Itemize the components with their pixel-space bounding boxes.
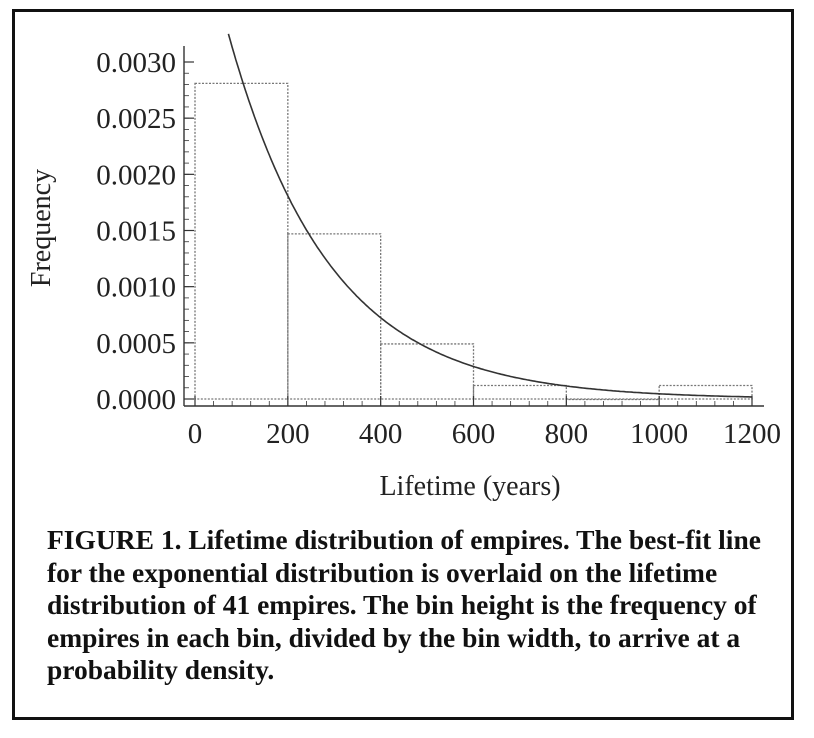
y-tick-label: 0.0025 xyxy=(96,103,176,135)
y-ticks: 0.0000 0.0005 0.0010 0.0015 0.0020 0.0025 0.00… xyxy=(96,47,194,416)
histogram-bar xyxy=(287,233,382,400)
histogram-bars xyxy=(194,82,753,401)
x-tick-label: 1200 xyxy=(723,418,781,450)
histogram-bar xyxy=(565,398,660,401)
x-tick-label: 0 xyxy=(188,418,203,450)
x-tick-label: 1000 xyxy=(630,418,688,450)
figure-caption: FIGURE 1. Lifetime distribution of empir… xyxy=(47,524,761,685)
exponential-fit-curve xyxy=(227,33,752,398)
y-tick-label: 0.0020 xyxy=(96,159,176,191)
figure-frame xyxy=(12,9,794,720)
x-tick-label: 800 xyxy=(545,418,589,450)
y-tick-label: 0.0030 xyxy=(96,47,176,79)
histogram-bar xyxy=(194,82,289,400)
y-axis-title: Frequency xyxy=(26,169,57,287)
histogram-chart: 0.0000 0.0005 0.0010 0.0015 0.0020 0.0025 0.00… xyxy=(26,33,781,502)
x-tick-label: 200 xyxy=(266,418,310,450)
histogram-bar xyxy=(658,384,753,400)
x-ticks: 0 200 400 600 800 1000 1200 xyxy=(188,396,781,450)
y-tick-label: 0.0010 xyxy=(96,272,176,304)
histogram-bar xyxy=(380,343,475,400)
histogram-bar xyxy=(472,384,567,400)
y-tick-label: 0.0015 xyxy=(96,216,176,248)
x-tick-label: 400 xyxy=(359,418,403,450)
axes xyxy=(183,46,764,407)
x-tick-label: 600 xyxy=(452,418,496,450)
x-axis-title: Lifetime (years) xyxy=(379,471,560,502)
y-tick-label: 0.0005 xyxy=(96,328,176,360)
y-tick-label: 0.0000 xyxy=(96,384,176,416)
